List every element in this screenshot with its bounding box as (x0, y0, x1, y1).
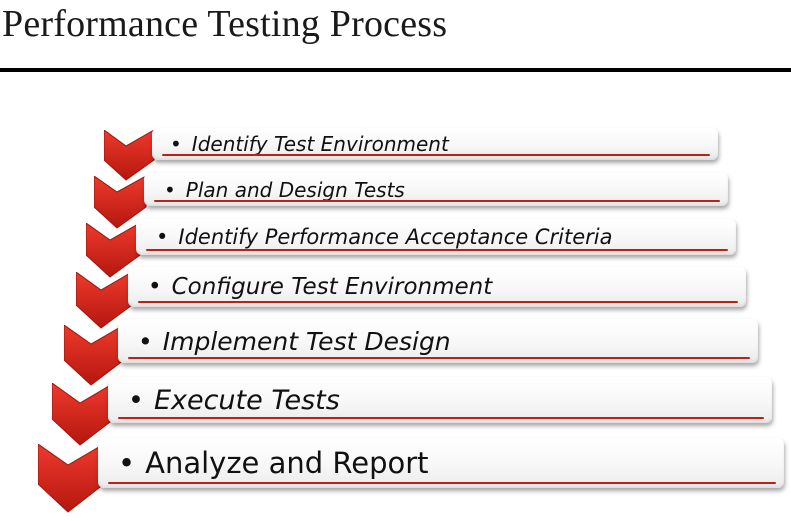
bullet-icon: • (156, 225, 169, 249)
step-underline (146, 249, 728, 251)
bullet-icon: • (170, 132, 182, 156)
step-label: Configure Test Environment (171, 274, 493, 300)
bullet-icon: • (138, 326, 153, 356)
chevron-down-icon (86, 223, 141, 278)
bullet-icon: • (128, 384, 144, 416)
chevron-down-icon (104, 130, 155, 181)
step-label: Plan and Design Tests (185, 177, 405, 202)
step-underline (108, 482, 776, 484)
step-underline (128, 357, 750, 359)
process-step-3: • Identify Performance Acceptance Criter… (136, 219, 736, 255)
bullet-icon: • (148, 274, 162, 300)
title-divider (0, 68, 791, 72)
step-underline (154, 200, 720, 202)
bullet-icon: • (164, 177, 176, 202)
process-step-1: • Identify Test Environment (152, 128, 718, 160)
process-step-6: • Execute Tests (108, 377, 772, 423)
process-step-5: • Implement Test Design (118, 319, 758, 363)
process-step-7: • Analyze and Report (98, 438, 784, 488)
step-label: Analyze and Report (145, 446, 429, 480)
page-title: Performance Testing Process (2, 3, 448, 45)
step-label: Identify Test Environment (191, 132, 449, 156)
process-step-4: • Configure Test Environment (128, 267, 746, 307)
step-underline (118, 417, 764, 419)
bullet-icon: • (118, 446, 136, 480)
step-label: Execute Tests (153, 384, 340, 416)
step-underline (138, 301, 738, 303)
step-label: Identify Performance Acceptance Criteria (178, 225, 613, 249)
step-label: Implement Test Design (162, 326, 451, 356)
chevron-down-icon (94, 176, 147, 229)
step-underline (162, 154, 710, 156)
process-step-2: • Plan and Design Tests (144, 173, 728, 206)
